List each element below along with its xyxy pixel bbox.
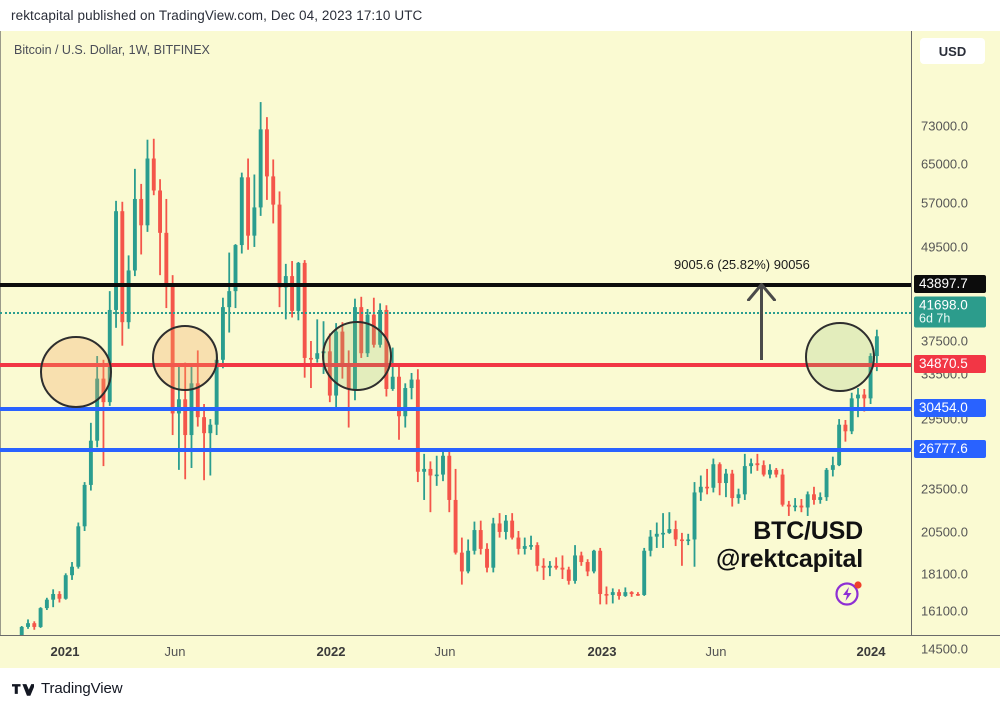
author-watermark: BTC/USD @rektcapital (716, 517, 863, 607)
time-tick: 2021 (50, 644, 80, 659)
lightning-bolt-icon (835, 581, 862, 606)
watermark-handle: @rektcapital (715, 545, 863, 573)
plot-left-border (0, 31, 1, 635)
price-tick: 16100.0 (921, 603, 968, 619)
footer-bar: TradingView (0, 668, 1000, 709)
time-tick: 2023 (587, 644, 617, 659)
time-scale-separator (0, 635, 1000, 636)
price-tick: 57000.0 (921, 195, 968, 211)
time-tick: 2022 (316, 644, 346, 659)
currency-badge[interactable]: USD (920, 38, 985, 64)
zone-circle-2[interactable] (152, 325, 218, 391)
watermark-pair: BTC/USD (753, 517, 863, 545)
header-bar: rektcapital published on TradingView.com… (0, 0, 1000, 31)
projection-line-41698[interactable] (0, 312, 911, 314)
resistance-price-label[interactable]: 43897.7 (914, 275, 986, 293)
measure-arrow-shaft[interactable] (760, 284, 763, 360)
zone-circle-1[interactable] (40, 336, 112, 408)
price-tick: 65000.0 (921, 156, 968, 172)
chart-panel: 9005.6 (25.82%) 90056 Bitcoin / U.S. Dol… (0, 31, 1000, 668)
price-tick: 37500.0 (921, 333, 968, 349)
footer-brand-label: TradingView (41, 680, 123, 697)
symbol-legend[interactable]: Bitcoin / U.S. Dollar, 1W, BITFINEX (14, 43, 210, 57)
support-line-34870[interactable] (0, 363, 911, 367)
candle-countdown: 6d 7h (919, 311, 951, 326)
tradingview-logo-icon (12, 683, 34, 696)
tradingview-brand[interactable]: TradingView (12, 680, 123, 697)
price-tick: 49500.0 (921, 239, 968, 255)
price-tick: 14500.0 (921, 641, 968, 657)
time-tick: 2024 (856, 644, 886, 659)
blue-level-1-label[interactable]: 30454.0 (914, 399, 986, 417)
price-tick: 20500.0 (921, 524, 968, 540)
zone-circle-4[interactable] (805, 322, 875, 392)
zone-circle-3[interactable] (322, 321, 392, 391)
price-tick: 73000.0 (921, 118, 968, 134)
rektcapital-logo (716, 577, 863, 607)
resistance-line-43897[interactable] (0, 283, 911, 287)
blue-level-2-label[interactable]: 26777.6 (914, 440, 986, 458)
price-tick: 23500.0 (921, 481, 968, 497)
time-tick: Jun (705, 644, 727, 659)
time-tick: Jun (434, 644, 456, 659)
up-arrow-icon (747, 283, 776, 301)
support-price-label[interactable]: 34870.5 (914, 355, 986, 373)
plot-area[interactable]: 9005.6 (25.82%) 90056 Bitcoin / U.S. Dol… (0, 31, 911, 635)
price-tick: 18100.0 (921, 566, 968, 582)
publish-attribution: rektcapital published on TradingView.com… (11, 8, 423, 23)
time-tick: Jun (164, 644, 186, 659)
price-scale-separator (911, 31, 912, 635)
blue-line-26777[interactable] (0, 448, 911, 452)
blue-line-30454[interactable] (0, 407, 911, 411)
price-scale[interactable]: USD 73000.0 65000.0 57000.0 49500.0 37500.0 3… (912, 31, 1000, 657)
time-scale[interactable]: 2021 Jun 2022 Jun 2023 Jun 2024 (0, 636, 911, 668)
current-price-label[interactable]: 41698.0 6d 7h (914, 296, 986, 328)
measure-annotation-text: 9005.6 (25.82%) 90056 (674, 257, 810, 272)
